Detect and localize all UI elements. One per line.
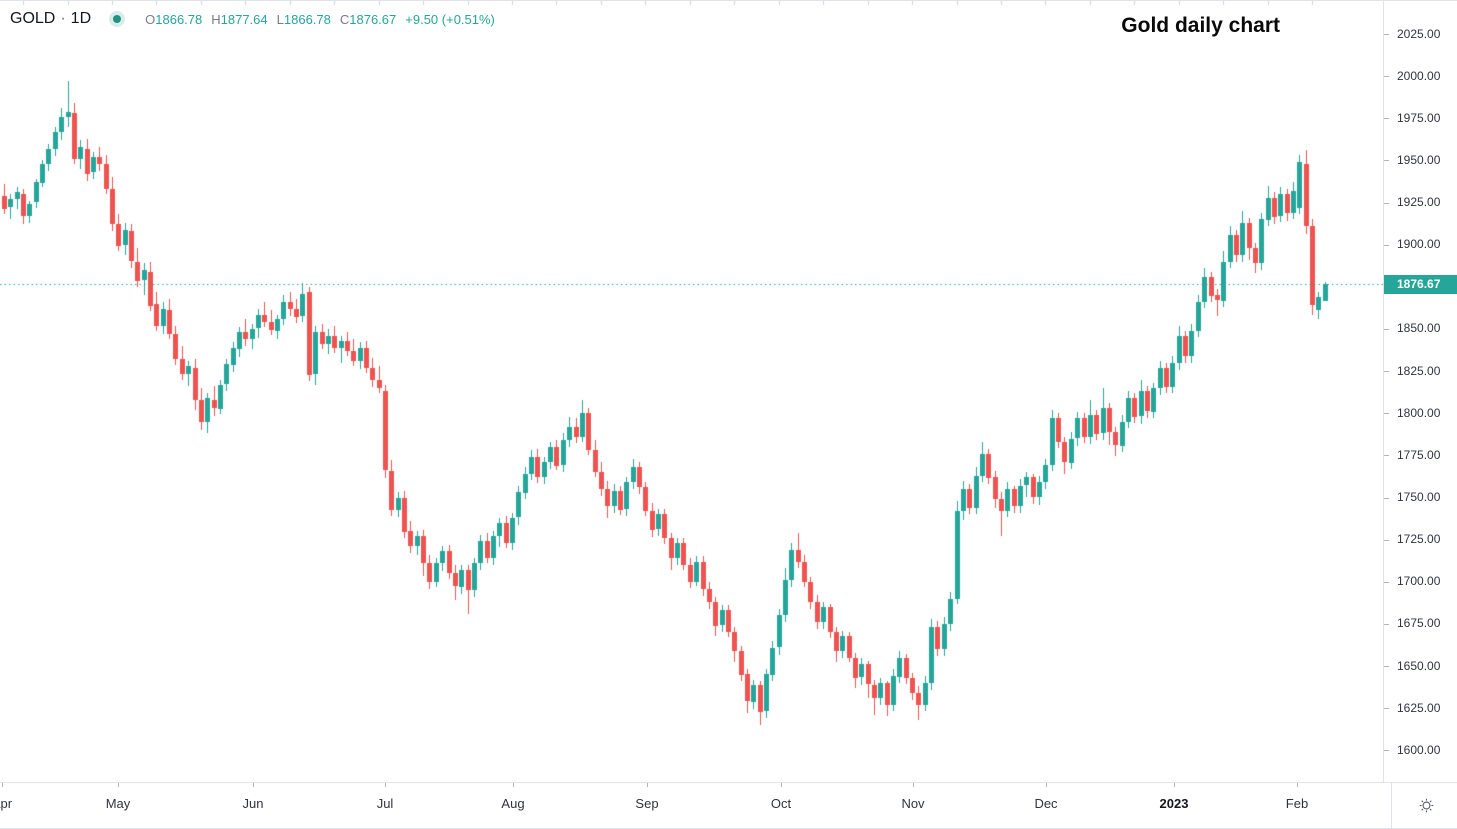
- price-tick-label: 1625.00: [1397, 701, 1441, 715]
- market-status-dot-icon[interactable]: [109, 11, 126, 27]
- price-tick-label: 1925.00: [1397, 195, 1441, 209]
- price-axis-tick: [1384, 245, 1389, 246]
- low-value: 1866.78: [283, 11, 331, 27]
- last-price-badge: 1876.67: [1384, 275, 1457, 294]
- interval-label[interactable]: 1D: [70, 10, 92, 27]
- high-label: H: [211, 11, 221, 27]
- time-tick-label-oct[interactable]: Oct: [770, 796, 792, 811]
- time-tick-label-apr[interactable]: Apr: [0, 796, 13, 811]
- price-tick-label: 1650.00: [1397, 659, 1441, 673]
- gear-icon: [1419, 798, 1433, 812]
- time-axis-tick: [781, 783, 782, 787]
- close-value: 1876.67: [349, 11, 397, 27]
- axis-settings-button[interactable]: [1413, 792, 1439, 818]
- time-axis-tick: [1046, 783, 1047, 787]
- time-tick-label-sep[interactable]: Sep: [635, 796, 659, 811]
- low-label: L: [276, 11, 284, 27]
- price-axis-tick: [1384, 582, 1389, 583]
- price-axis-tick: [1384, 160, 1389, 161]
- time-tick-label-may[interactable]: May: [105, 796, 131, 811]
- time-axis-tick: [385, 783, 386, 787]
- price-axis-tick: [1384, 498, 1389, 499]
- price-axis-tick: [1384, 624, 1389, 625]
- price-axis[interactable]: 1876.67 2025.00 2000.00 1975.00 1950.00 1925…: [1383, 1, 1457, 782]
- change-value: +9.50 (+0.51%): [405, 11, 495, 27]
- price-tick-label: 1750.00: [1397, 490, 1441, 504]
- time-axis-tick: [913, 783, 914, 787]
- price-tick-label: 2025.00: [1397, 27, 1441, 41]
- time-axis-tick: [1174, 783, 1175, 787]
- time-axis-tick: [253, 783, 254, 787]
- price-axis-tick: [1384, 666, 1389, 667]
- close-label: C: [339, 11, 350, 27]
- time-axis[interactable]: Apr May Jun Jul Aug Sep Oct Nov Dec 2023 Feb: [0, 782, 1457, 828]
- chart-pane[interactable]: GOLD · 1D O1866.78 H1877.64 L1866.78 C18…: [0, 1, 1383, 782]
- price-tick-label: 1600.00: [1397, 743, 1441, 757]
- price-tick-label: 1800.00: [1397, 406, 1441, 420]
- price-axis-tick: [1384, 329, 1389, 330]
- time-tick-label-aug[interactable]: Aug: [501, 796, 525, 811]
- price-tick-label: 1675.00: [1397, 616, 1441, 630]
- price-axis-tick: [1384, 34, 1389, 35]
- time-axis-tick: [118, 783, 119, 787]
- open-value: 1866.78: [155, 11, 203, 27]
- time-tick-label-nov[interactable]: Nov: [901, 796, 925, 811]
- time-tick-label-jun[interactable]: Jun: [242, 796, 264, 811]
- high-value: 1877.64: [220, 11, 268, 27]
- ohlc-values: O1866.78 H1877.64 L1866.78 C1876.67 +9.5…: [145, 12, 495, 27]
- price-tick-label: 1725.00: [1397, 532, 1441, 546]
- price-axis-tick: [1384, 540, 1389, 541]
- time-axis-tick: [1297, 783, 1298, 787]
- price-tick-label: 2000.00: [1397, 69, 1441, 83]
- price-tick-label: 1850.00: [1397, 321, 1441, 335]
- axis-corner-separator: [1391, 783, 1392, 828]
- time-tick-label-2023[interactable]: 2023: [1159, 796, 1189, 811]
- time-tick-label-feb[interactable]: Feb: [1285, 796, 1309, 811]
- price-tick-label: 1825.00: [1397, 364, 1441, 378]
- price-axis-tick: [1384, 708, 1389, 709]
- chart-title: Gold daily chart: [1121, 14, 1280, 37]
- price-tick-label: 1950.00: [1397, 153, 1441, 167]
- legend-separator: ·: [60, 10, 66, 27]
- price-axis-tick: [1384, 203, 1389, 204]
- price-axis-tick: [1384, 413, 1389, 414]
- open-label: O: [145, 11, 156, 27]
- price-tick-label: 1975.00: [1397, 111, 1441, 125]
- time-axis-tick: [513, 783, 514, 787]
- symbol-name[interactable]: GOLD: [10, 10, 56, 27]
- time-tick-label-jul[interactable]: Jul: [376, 796, 394, 811]
- price-axis-tick: [1384, 750, 1389, 751]
- time-tick-label-dec[interactable]: Dec: [1034, 796, 1058, 811]
- price-axis-tick: [1384, 455, 1389, 456]
- price-tick-label: 1775.00: [1397, 448, 1441, 462]
- price-axis-tick: [1384, 371, 1389, 372]
- time-axis-tick: [2, 783, 3, 787]
- time-axis-tick: [647, 783, 648, 787]
- candlestick-chart-canvas[interactable]: [0, 1, 1383, 782]
- price-axis-tick: [1384, 76, 1389, 77]
- symbol-legend: GOLD · 1D O1866.78 H1877.64 L1866.78 C18…: [10, 10, 495, 28]
- price-axis-tick: [1384, 118, 1389, 119]
- price-tick-label: 1700.00: [1397, 574, 1441, 588]
- price-tick-label: 1900.00: [1397, 237, 1441, 251]
